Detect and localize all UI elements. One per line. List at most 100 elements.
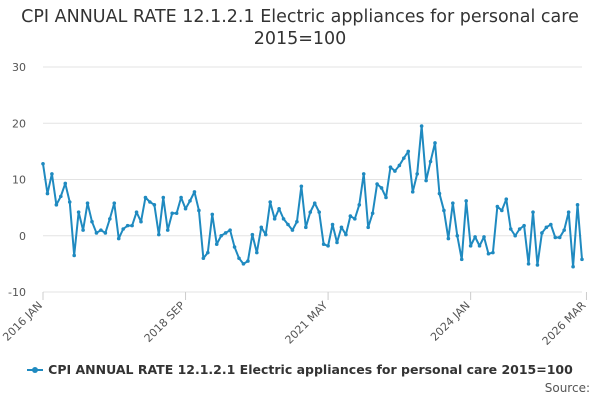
data-point (402, 156, 406, 160)
data-point (304, 225, 308, 230)
data-point (535, 263, 540, 267)
data-point (201, 256, 206, 261)
data-point (473, 235, 477, 239)
data-point (459, 257, 464, 262)
data-point (468, 244, 473, 248)
data-point (491, 250, 495, 255)
data-point (455, 233, 460, 238)
data-point (108, 217, 112, 221)
data-point (522, 223, 526, 228)
data-point (161, 195, 166, 200)
data-point (508, 227, 513, 231)
data-point (206, 250, 210, 255)
x-tick-label: 2021 MAY (283, 299, 331, 347)
legend-series-marker (27, 366, 44, 373)
data-point (219, 233, 223, 238)
data-point (259, 225, 264, 230)
data-point (277, 206, 281, 211)
data-point (361, 172, 366, 176)
data-point (312, 201, 317, 205)
data-point (553, 235, 558, 240)
gridlines (43, 66, 582, 293)
series-line (42, 125, 583, 268)
data-point (370, 211, 375, 216)
data-point (571, 264, 575, 269)
data-point (255, 250, 259, 255)
data-point (575, 203, 580, 207)
data-point (566, 210, 571, 214)
chart-title: CPI ANNUAL RATE 12.1.2.1 Electric applia… (21, 7, 579, 49)
data-point (50, 172, 54, 176)
data-point (531, 210, 535, 214)
data-point (397, 163, 402, 168)
data-point (90, 219, 94, 224)
data-point (286, 222, 290, 227)
data-point (165, 228, 170, 232)
data-point (321, 242, 326, 246)
data-point (246, 259, 250, 263)
data-point (41, 161, 45, 166)
data-point (504, 197, 509, 201)
data-point (379, 186, 384, 190)
data-point (157, 232, 161, 237)
data-point (272, 217, 277, 221)
data-point (116, 236, 121, 241)
data-point (433, 141, 437, 145)
data-point (121, 227, 125, 231)
data-point (339, 225, 344, 230)
data-point (197, 208, 201, 213)
data-point (384, 195, 388, 200)
data-point (495, 204, 500, 209)
x-tick-label: 2026 MAR (540, 299, 589, 348)
data-point (237, 256, 241, 261)
data-point (442, 208, 446, 213)
data-point (477, 244, 482, 248)
data-point (250, 232, 255, 237)
data-point (540, 231, 544, 235)
data-point (268, 200, 272, 204)
data-point (94, 231, 99, 235)
data-point (393, 169, 397, 173)
data-point (482, 235, 486, 239)
data-point (451, 201, 455, 205)
data-point (45, 191, 50, 196)
data-point (183, 206, 188, 211)
data-point (437, 191, 442, 196)
data-point (388, 165, 393, 169)
data-point (348, 214, 353, 218)
data-point (192, 190, 197, 194)
data-point (375, 182, 379, 186)
data-point (214, 242, 219, 246)
data-point (112, 201, 117, 205)
y-tick-label: 20 (12, 117, 26, 130)
data-point (517, 227, 522, 231)
data-point (232, 245, 237, 249)
data-point (513, 233, 517, 238)
data-point (419, 124, 424, 128)
data-point (174, 211, 179, 216)
data-point (357, 203, 362, 207)
data-point (549, 222, 553, 227)
data-point (406, 149, 411, 154)
data-point (557, 235, 562, 240)
data-point (344, 232, 348, 237)
data-point (81, 228, 85, 232)
data-point (170, 211, 174, 216)
legend[interactable]: CPI ANNUAL RATE 12.1.2.1 Electric applia… (0, 362, 600, 377)
data-point (410, 190, 415, 194)
y-tick-label: 10 (12, 174, 26, 187)
data-point (223, 231, 228, 235)
data-point (76, 210, 81, 214)
y-tick-label: 0 (19, 230, 26, 243)
data-point (366, 225, 370, 230)
data-point (326, 244, 330, 248)
y-axis-ticks: -10 0 10 20 30 (8, 61, 26, 299)
legend-label: CPI ANNUAL RATE 12.1.2.1 Electric applia… (48, 362, 573, 377)
data-point (67, 200, 72, 204)
data-point (526, 262, 531, 266)
data-point (290, 228, 295, 232)
data-point (134, 210, 139, 214)
data-point (103, 231, 108, 235)
x-axis-ticks: 2016 JAN 2018 SEP 2021 MAY 2024 JAN 2026 MAR (0, 292, 589, 348)
